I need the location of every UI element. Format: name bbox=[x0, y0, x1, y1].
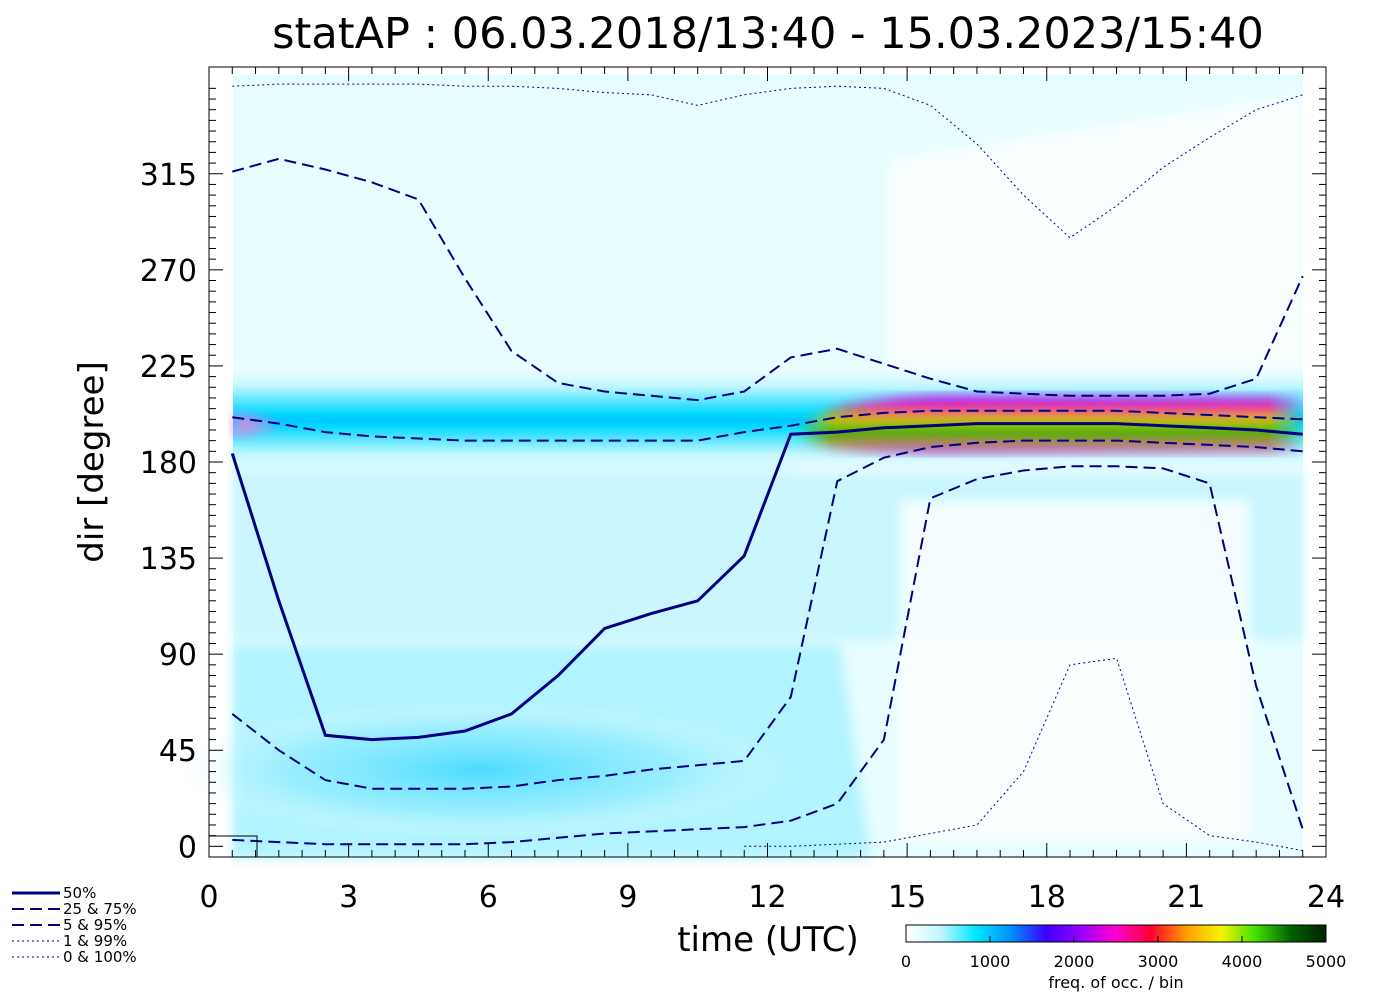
colorbar-tick-label: 0 bbox=[901, 952, 911, 971]
series-line-1pct bbox=[744, 657, 1303, 852]
x-tick-label: 9 bbox=[618, 880, 637, 915]
y-tick-label: 135 bbox=[140, 542, 197, 577]
y-axis-label: dir [degree] bbox=[72, 361, 112, 563]
y-tick-label: 225 bbox=[140, 350, 197, 385]
colorbar-tick-label: 4000 bbox=[1222, 952, 1263, 971]
y-tick-label: 315 bbox=[140, 158, 197, 193]
colorbar-tick-label: 3000 bbox=[1138, 952, 1179, 971]
x-tick-label: 6 bbox=[479, 880, 498, 915]
y-tick-label: 90 bbox=[159, 638, 197, 673]
heatmap-hotspot-left bbox=[233, 412, 280, 438]
legend-label: 0 & 100% bbox=[63, 948, 137, 966]
colorbar-gradient bbox=[905, 924, 1327, 943]
legend-label: 1 & 99% bbox=[63, 932, 127, 950]
y-tick-label: 270 bbox=[140, 254, 197, 289]
x-tick-label: 21 bbox=[1167, 880, 1205, 915]
frequency-heatmap bbox=[160, 75, 1303, 858]
colorbar-tick-label: 5000 bbox=[1306, 952, 1347, 971]
legend-label: 5 & 95% bbox=[63, 916, 127, 934]
axis-ticks: 0 3 6 9 12 15 18 21 24 0 45 90 135 180 225 270 315 bbox=[140, 66, 1345, 915]
colorbar-tick-label: 2000 bbox=[1054, 952, 1095, 971]
colorbar-ticks: 0 1000 2000 3000 4000 5000 bbox=[901, 936, 1346, 971]
series-line-25pct bbox=[231, 439, 1303, 790]
series-line-95pct bbox=[232, 157, 1304, 402]
y-tick-label: 0 bbox=[178, 830, 197, 865]
x-tick-label: 15 bbox=[888, 880, 926, 915]
heatmap-low-core bbox=[160, 700, 800, 840]
x-axis-label: time (UTC) bbox=[677, 920, 859, 960]
legend-label: 50% bbox=[63, 884, 96, 902]
percentile-lines bbox=[230, 83, 1304, 852]
y-tick-label: 180 bbox=[140, 446, 197, 481]
legend: 50%25 & 75%5 & 95%1 & 99%0 & 100% bbox=[12, 884, 137, 966]
x-tick-label: 18 bbox=[1028, 880, 1066, 915]
x-tick-label: 0 bbox=[199, 880, 218, 915]
legend-label: 25 & 75% bbox=[63, 900, 137, 918]
x-tick-label: 12 bbox=[748, 880, 786, 915]
y-tick-label: 45 bbox=[159, 734, 197, 769]
chart-title: statAP : 06.03.2018/13:40 - 15.03.2023/1… bbox=[272, 9, 1264, 59]
series-line-50pct bbox=[230, 422, 1303, 742]
heatmap-sparse-lower bbox=[900, 500, 1250, 840]
x-tick-label: 3 bbox=[339, 880, 358, 915]
colorbar: 0 1000 2000 3000 4000 5000 freq. of occ. / bi… bbox=[901, 924, 1346, 992]
colorbar-label: freq. of occ. / bin bbox=[1048, 973, 1183, 992]
x-tick-label: 24 bbox=[1307, 880, 1345, 915]
colorbar-tick-label: 1000 bbox=[970, 952, 1011, 971]
heatmap-sparse-upper bbox=[890, 95, 1303, 370]
